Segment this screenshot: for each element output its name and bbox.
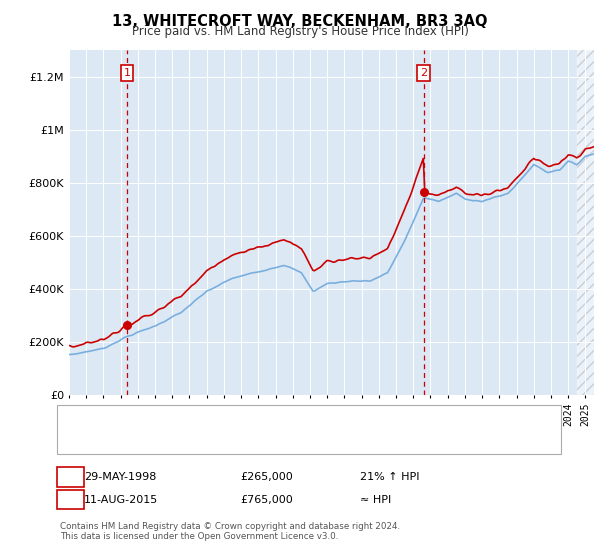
Bar [577,50,594,395]
Text: 29-MAY-1998: 29-MAY-1998 [84,472,157,482]
Text: Price paid vs. HM Land Registry's House Price Index (HPI): Price paid vs. HM Land Registry's House … [131,25,469,38]
Text: 13, WHITECROFT WAY, BECKENHAM, BR3 3AQ: 13, WHITECROFT WAY, BECKENHAM, BR3 3AQ [112,14,488,29]
Text: 1: 1 [124,68,131,78]
Text: ≈ HPI: ≈ HPI [360,494,391,505]
Text: HPI: Average price, detached house, Bromley: HPI: Average price, detached house, Brom… [105,434,341,444]
Text: £765,000: £765,000 [240,494,293,505]
Text: 2: 2 [420,68,427,78]
Text: 21% ↑ HPI: 21% ↑ HPI [360,472,419,482]
Text: 11-AUG-2015: 11-AUG-2015 [84,494,158,505]
Text: 2: 2 [67,493,74,506]
Text: 1: 1 [67,470,74,484]
Text: 13, WHITECROFT WAY, BECKENHAM, BR3 3AQ (detached house): 13, WHITECROFT WAY, BECKENHAM, BR3 3AQ (… [105,415,439,425]
Bar [577,50,594,395]
Text: Contains HM Land Registry data © Crown copyright and database right 2024.
This d: Contains HM Land Registry data © Crown c… [60,522,400,542]
Text: £265,000: £265,000 [240,472,293,482]
